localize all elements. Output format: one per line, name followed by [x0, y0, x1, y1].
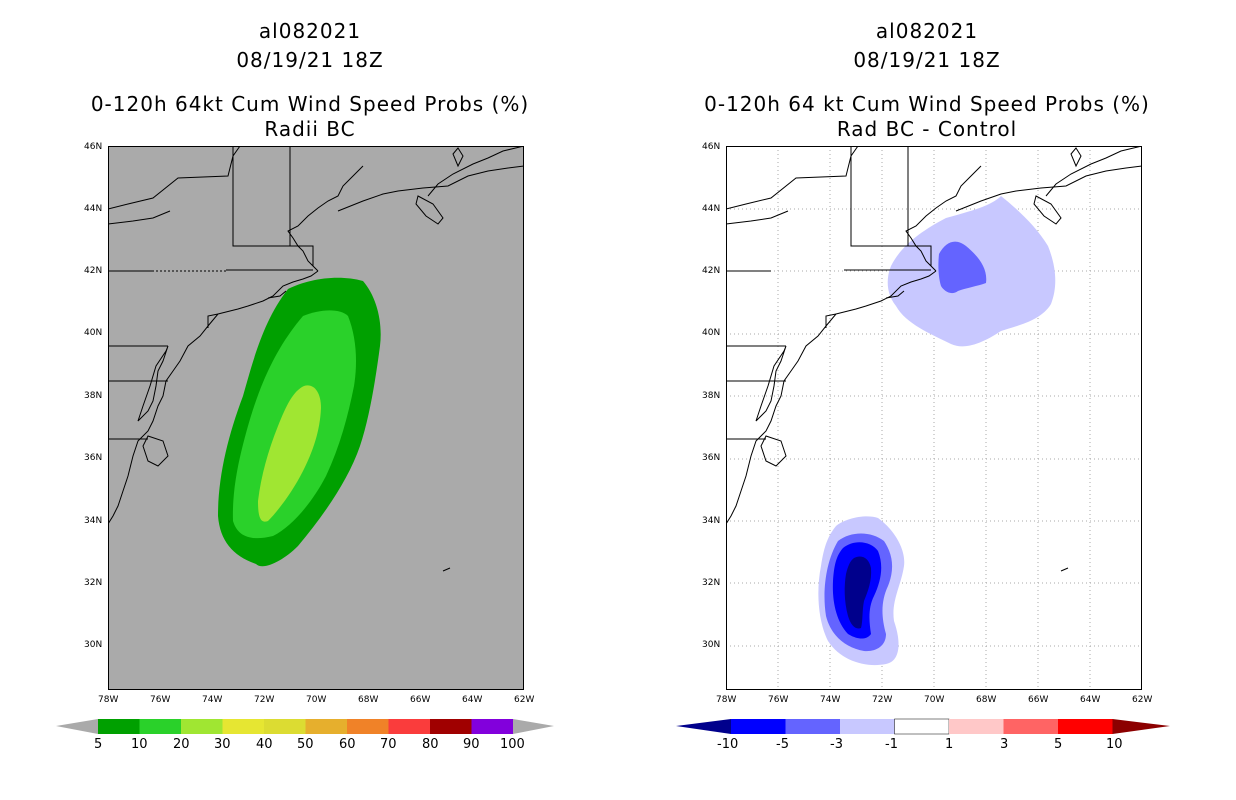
- right-colorbar-swatch-5: [949, 719, 1004, 734]
- right-colorbar-label: 10: [1106, 737, 1123, 752]
- right-lon-label: 74W: [820, 695, 841, 705]
- left-colorbar-swatch-5: [305, 719, 347, 734]
- left-colorbar-label: 80: [422, 737, 439, 752]
- right-colorbar-swatch-6: [1003, 719, 1058, 734]
- left-title-datetime: 08/19/21 18Z: [236, 48, 384, 72]
- left-lon-label: 66W: [410, 695, 431, 705]
- left-title-storm-id: al082021: [258, 19, 362, 43]
- left-contour-20: [258, 385, 321, 522]
- right-colorbar: [676, 718, 1170, 735]
- left-colorbar-label: 50: [297, 737, 314, 752]
- left-lat-label: 30N: [84, 640, 103, 650]
- left-lon-label: 78W: [98, 695, 119, 705]
- right-colorbar-swatch-4: [894, 718, 950, 735]
- left-colorbar-arrow-low: [56, 719, 98, 734]
- right-title: al082021 08/19/21 18Z 0-120h 64 kt Cum W…: [677, 17, 1177, 144]
- right-lon-label: 76W: [768, 695, 789, 705]
- left-lat-label: 38N: [84, 391, 103, 401]
- left-lon-label: 64W: [462, 695, 483, 705]
- left-colorbar-swatch-3: [222, 719, 264, 734]
- right-lon-label: 70W: [924, 695, 945, 705]
- right-title-product: 0-120h 64 kt Cum Wind Speed Probs (%): [704, 92, 1150, 116]
- left-colorbar-label: 5: [94, 737, 103, 752]
- left-colorbar-label: 100: [500, 737, 525, 752]
- left-colorbar-swatch-0: [98, 719, 140, 734]
- left-colorbar-label: 20: [173, 737, 190, 752]
- right-colorbar-label: -1: [885, 737, 898, 752]
- left-title: al082021 08/19/21 18Z 0-120h 64kt Cum Wi…: [60, 17, 560, 144]
- right-colorbar-swatch-1: [731, 719, 786, 734]
- left-title-subtitle: Radii BC: [264, 117, 356, 141]
- left-colorbar-label: 60: [339, 737, 356, 752]
- left-colorbar-swatch-7: [388, 719, 430, 734]
- left-lon-label: 68W: [358, 695, 379, 705]
- right-contour-neg10-south: [844, 556, 872, 629]
- right-lat-label: 30N: [702, 640, 721, 650]
- right-title-subtitle: Rad BC - Control: [836, 117, 1018, 141]
- right-lat-label: 40N: [702, 328, 721, 338]
- right-colorbar-label: 3: [1000, 737, 1009, 752]
- right-lon-label: 72W: [872, 695, 893, 705]
- left-colorbar-swatch-6: [347, 719, 389, 734]
- right-lat-label: 36N: [702, 453, 721, 463]
- right-lon-label: 78W: [716, 695, 737, 705]
- left-colorbar-swatch-1: [139, 719, 181, 734]
- right-lat-label: 34N: [702, 516, 721, 526]
- right-lat-label: 42N: [702, 266, 721, 276]
- right-map-frame: [726, 146, 1142, 690]
- right-colorbar-swatch-2: [785, 719, 840, 734]
- left-colorbar-label: 70: [380, 737, 397, 752]
- left-lon-label: 74W: [202, 695, 223, 705]
- right-lon-label: 66W: [1028, 695, 1049, 705]
- right-lat-label: 46N: [702, 142, 721, 152]
- left-lon-label: 70W: [306, 695, 327, 705]
- left-lat-label: 34N: [84, 516, 103, 526]
- right-title-storm-id: al082021: [875, 19, 979, 43]
- left-colorbar-label: 90: [463, 737, 480, 752]
- right-lon-label: 64W: [1080, 695, 1101, 705]
- left-colorbar-arrow-high: [513, 719, 554, 734]
- left-lat-label: 40N: [84, 328, 103, 338]
- left-colorbar-swatch-9: [471, 719, 513, 734]
- left-coastlines: [108, 146, 524, 572]
- left-lon-label: 76W: [150, 695, 171, 705]
- right-colorbar-label: 1: [945, 737, 954, 752]
- left-colorbar-swatch-2: [181, 719, 223, 734]
- right-coastlines: [726, 146, 1142, 572]
- right-lat-label: 38N: [702, 391, 721, 401]
- right-colorbar-label: -3: [830, 737, 843, 752]
- left-colorbar-label: 30: [214, 737, 231, 752]
- left-lat-label: 36N: [84, 453, 103, 463]
- right-lon-label: 62W: [1132, 695, 1153, 705]
- left-lat-label: 42N: [84, 266, 103, 276]
- left-title-product: 0-120h 64kt Cum Wind Speed Probs (%): [90, 92, 530, 116]
- left-colorbar-swatch-8: [430, 719, 472, 734]
- right-colorbar-label: 5: [1054, 737, 1063, 752]
- left-lat-label: 44N: [84, 204, 103, 214]
- left-lon-label: 72W: [254, 695, 275, 705]
- right-colorbar-label: -10: [717, 737, 739, 752]
- left-colorbar-swatch-4: [264, 719, 306, 734]
- left-colorbar-label: 10: [131, 737, 148, 752]
- left-map: [108, 146, 524, 690]
- right-colorbar-swatch-3: [840, 719, 895, 734]
- left-colorbar-label: 40: [256, 737, 273, 752]
- right-colorbar-arrow-low: [676, 719, 731, 734]
- left-map-frame: [108, 146, 524, 690]
- left-lat-label: 46N: [84, 142, 103, 152]
- right-contour-neg3-north: [938, 241, 987, 294]
- left-lon-label: 62W: [514, 695, 535, 705]
- right-colorbar-label: -5: [776, 737, 789, 752]
- right-lat-label: 44N: [702, 204, 721, 214]
- right-colorbar-swatch-7: [1058, 719, 1113, 734]
- right-title-datetime: 08/19/21 18Z: [853, 48, 1001, 72]
- right-lat-label: 32N: [702, 578, 721, 588]
- left-lat-label: 32N: [84, 578, 103, 588]
- right-lon-label: 68W: [976, 695, 997, 705]
- right-map: [726, 146, 1142, 690]
- right-colorbar-arrow-high: [1112, 719, 1170, 734]
- left-colorbar: [56, 719, 554, 734]
